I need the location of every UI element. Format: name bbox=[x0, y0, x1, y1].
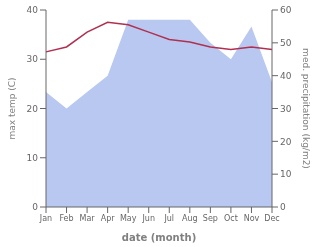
svg-text:50: 50 bbox=[280, 38, 292, 48]
svg-text:10: 10 bbox=[280, 169, 292, 179]
svg-text:40: 40 bbox=[280, 71, 292, 81]
svg-text:20: 20 bbox=[280, 137, 292, 147]
svg-text:Jun: Jun bbox=[141, 214, 155, 223]
svg-text:0: 0 bbox=[32, 202, 38, 212]
svg-text:Apr: Apr bbox=[101, 214, 116, 223]
svg-text:20: 20 bbox=[27, 104, 39, 114]
svg-text:60: 60 bbox=[280, 5, 292, 15]
svg-text:0: 0 bbox=[280, 202, 286, 212]
svg-text:10: 10 bbox=[27, 153, 39, 163]
svg-text:max temp (C): max temp (C) bbox=[8, 77, 17, 139]
svg-text:Jan: Jan bbox=[39, 214, 52, 223]
svg-text:Sep: Sep bbox=[203, 214, 218, 223]
svg-text:40: 40 bbox=[27, 5, 39, 15]
svg-text:Feb: Feb bbox=[59, 214, 73, 223]
svg-text:Dec: Dec bbox=[264, 214, 279, 223]
svg-text:30: 30 bbox=[280, 104, 292, 114]
svg-text:med. precipitation (kg/m2): med. precipitation (kg/m2) bbox=[301, 48, 310, 169]
svg-text:May: May bbox=[120, 214, 137, 223]
svg-text:30: 30 bbox=[27, 54, 39, 64]
svg-text:Aug: Aug bbox=[182, 214, 198, 223]
svg-text:Jul: Jul bbox=[163, 214, 174, 223]
svg-text:Mar: Mar bbox=[80, 214, 96, 223]
svg-text:date (month): date (month) bbox=[122, 232, 196, 243]
svg-text:Oct: Oct bbox=[224, 214, 238, 223]
svg-text:Nov: Nov bbox=[244, 214, 260, 223]
